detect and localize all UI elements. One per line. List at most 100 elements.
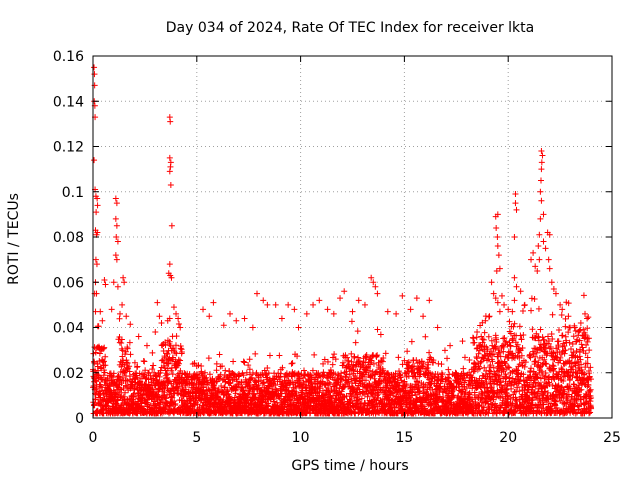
data-point: [285, 388, 292, 395]
data-point: [246, 366, 253, 373]
data-point: [120, 274, 127, 281]
data-point: [164, 365, 171, 372]
data-point: [493, 224, 500, 231]
data-point: [393, 310, 400, 317]
data-point: [374, 290, 381, 297]
data-point: [266, 352, 273, 359]
data-point: [206, 313, 213, 320]
data-point: [110, 370, 117, 377]
data-point: [97, 381, 104, 388]
data-point: [178, 348, 185, 355]
data-point: [480, 336, 487, 343]
data-point: [201, 369, 208, 376]
data-point: [264, 301, 271, 308]
data-point: [122, 348, 129, 355]
data-point: [470, 335, 477, 342]
data-point: [219, 363, 226, 370]
data-point: [535, 305, 542, 312]
data-point: [205, 355, 212, 362]
data-point: [121, 279, 128, 286]
data-point: [576, 327, 583, 334]
data-point: [243, 369, 250, 376]
data-point: [91, 71, 98, 78]
data-point: [558, 312, 565, 319]
data-point: [352, 339, 359, 346]
data-point: [213, 367, 220, 374]
data-point: [565, 313, 572, 320]
data-point: [113, 256, 120, 263]
data-point: [530, 249, 537, 256]
data-point: [494, 243, 501, 250]
data-point: [168, 367, 175, 374]
data-point: [316, 297, 323, 304]
data-point: [441, 347, 448, 354]
data-point: [150, 377, 157, 384]
data-point: [95, 323, 102, 330]
data-point: [112, 252, 119, 259]
data-point: [164, 371, 171, 378]
data-point: [127, 351, 134, 358]
data-point: [528, 295, 535, 302]
data-point: [163, 370, 170, 377]
data-point: [97, 308, 104, 315]
data-point: [98, 375, 105, 382]
data-point: [135, 333, 142, 340]
data-point: [240, 358, 247, 365]
data-point: [145, 369, 152, 376]
data-point: [226, 368, 233, 375]
data-point: [228, 396, 235, 403]
data-point: [485, 333, 492, 340]
data-point: [355, 297, 362, 304]
data-point: [177, 324, 184, 331]
data-point: [241, 359, 248, 366]
data-point: [172, 342, 179, 349]
data-point: [119, 374, 126, 381]
data-point: [166, 261, 173, 268]
data-point: [240, 387, 247, 394]
chart-title: Day 034 of 2024, Rate Of TEC Index for r…: [166, 20, 534, 36]
data-point: [116, 376, 123, 383]
data-point: [218, 383, 225, 390]
data-point: [399, 292, 406, 299]
data-point: [112, 215, 119, 222]
data-point: [539, 152, 546, 159]
data-point: [513, 283, 520, 290]
data-point: [170, 304, 177, 311]
data-point: [571, 324, 578, 331]
data-point: [516, 323, 523, 330]
data-point: [377, 331, 384, 338]
data-point: [123, 313, 130, 320]
data-point: [162, 342, 169, 349]
data-point: [210, 299, 217, 306]
data-point: [528, 307, 535, 314]
data-point: [395, 354, 402, 361]
data-point: [310, 301, 317, 308]
data-point: [233, 317, 240, 324]
data-point: [113, 222, 120, 229]
data-point: [329, 361, 336, 368]
data-point: [227, 310, 234, 317]
data-point: [240, 372, 247, 379]
data-point: [272, 382, 279, 389]
data-point: [528, 256, 535, 263]
data-point: [172, 400, 179, 407]
data-point: [166, 355, 173, 362]
data-point: [511, 297, 518, 304]
data-point: [121, 369, 128, 376]
data-point: [110, 279, 117, 286]
data-point: [404, 348, 411, 355]
data-point: [351, 353, 358, 360]
data-point: [126, 363, 133, 370]
data-point: [259, 399, 266, 406]
data-point: [141, 358, 148, 365]
data-point: [413, 295, 420, 302]
data-point: [152, 329, 159, 336]
data-point: [495, 252, 502, 259]
data-point: [175, 321, 182, 328]
data-point: [289, 360, 296, 367]
data-point: [407, 306, 414, 313]
data-point: [539, 334, 546, 341]
data-point: [374, 326, 381, 333]
data-point: [203, 374, 210, 381]
data-point: [422, 333, 429, 340]
